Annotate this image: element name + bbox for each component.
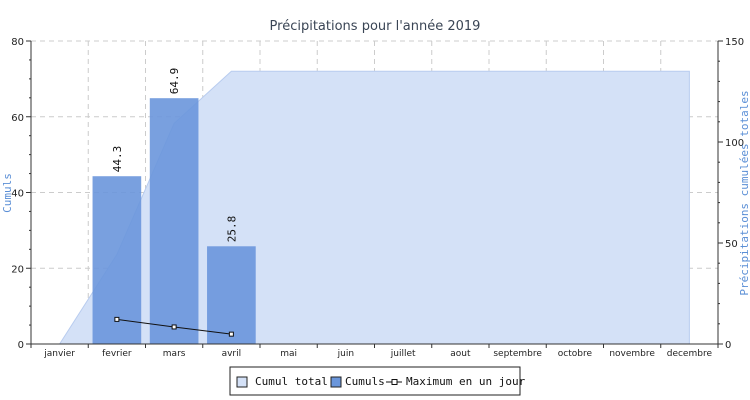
y-right-tick-0: 0 bbox=[725, 340, 731, 351]
x-tick-juillet: juillet bbox=[390, 349, 416, 359]
y-right-tick-50: 50 bbox=[725, 239, 738, 250]
y-left-tick-0: 0 bbox=[18, 340, 24, 351]
legend-label-max: Maximum en un jour bbox=[406, 375, 526, 388]
y-right-tick-labels: 0 50 100 150 bbox=[725, 37, 744, 351]
max-point-mars bbox=[171, 324, 177, 330]
x-tick-fevrier: fevrier bbox=[102, 349, 132, 359]
legend-swatch-cumul-total bbox=[236, 376, 248, 388]
x-tick-novembre: novembre bbox=[609, 349, 655, 359]
bar-avril bbox=[207, 246, 256, 344]
x-tick-aout: aout bbox=[450, 349, 471, 359]
y-right-tick-150: 150 bbox=[725, 37, 744, 48]
bar-label-avril: 25.8 bbox=[225, 216, 238, 243]
legend: Cumul total Cumuls Maximum en un jour bbox=[229, 366, 526, 396]
bars-layer bbox=[92, 98, 256, 344]
x-tick-juin: juin bbox=[337, 349, 354, 359]
bar-fevrier bbox=[92, 176, 142, 344]
bar-label-mars: 64.9 bbox=[168, 68, 181, 95]
max-line-layer bbox=[114, 316, 234, 337]
x-tick-mai: mai bbox=[280, 349, 297, 359]
y-right-axis-title: Précipitations cumulées totales bbox=[738, 90, 750, 295]
y-left-tick-60: 60 bbox=[11, 113, 24, 124]
x-tick-avril: avril bbox=[222, 349, 242, 359]
x-tick-labels: janvier fevrier mars avril mai juin juillet aou… bbox=[43, 349, 712, 359]
bar-labels: 44.3 64.9 25.8 bbox=[111, 68, 239, 243]
x-tick-mars: mars bbox=[163, 349, 186, 359]
y-left-axis-title: Cumuls bbox=[1, 173, 14, 213]
y-left-tick-40: 40 bbox=[11, 189, 24, 200]
x-tick-septembre: septembre bbox=[493, 349, 542, 359]
x-tick-janvier: janvier bbox=[43, 349, 75, 359]
y-left-tick-20: 20 bbox=[11, 264, 24, 275]
y-right-tick-100: 100 bbox=[725, 138, 744, 149]
legend-box bbox=[229, 366, 521, 396]
bar-label-fevrier: 44.3 bbox=[111, 146, 124, 173]
legend-swatch-cumuls bbox=[330, 376, 342, 388]
axes bbox=[26, 40, 723, 348]
legend-label-cumuls: Cumuls bbox=[345, 375, 385, 388]
max-point-avril bbox=[228, 331, 234, 337]
legend-marker-max bbox=[391, 379, 398, 385]
y-left-tick-80: 80 bbox=[11, 37, 24, 48]
max-point-fevrier bbox=[114, 316, 120, 322]
chart-title: Précipitations pour l'année 2019 bbox=[270, 19, 481, 34]
x-tick-octobre: octobre bbox=[558, 349, 593, 359]
bar-mars bbox=[149, 98, 199, 344]
legend-label-cumul-total: Cumul total bbox=[255, 375, 328, 388]
y-left-tick-labels: 0 20 40 60 80 bbox=[11, 37, 24, 351]
x-tick-decembre: decembre bbox=[667, 349, 713, 359]
